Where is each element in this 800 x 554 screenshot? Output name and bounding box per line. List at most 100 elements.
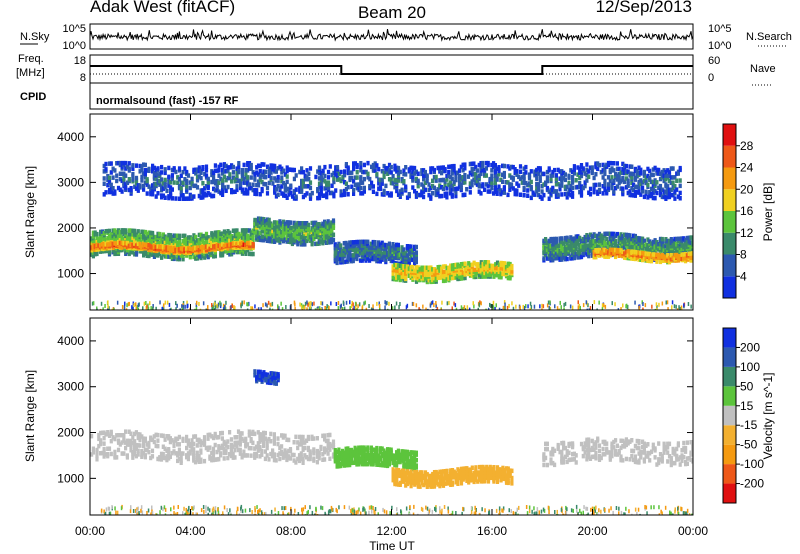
cell (172, 245, 176, 251)
cell (163, 177, 167, 183)
cell (470, 182, 474, 188)
cell (438, 264, 442, 270)
cell (175, 307, 177, 310)
cell (628, 189, 632, 194)
cell (246, 308, 249, 310)
cell (147, 306, 150, 310)
cell (125, 244, 130, 249)
cell (501, 163, 505, 169)
cell (443, 269, 447, 274)
cell (558, 248, 562, 254)
cell (205, 308, 207, 310)
cell (603, 254, 607, 259)
cell (239, 238, 243, 244)
cell (271, 167, 275, 172)
cell (389, 180, 393, 186)
cell (666, 168, 670, 173)
cell (181, 246, 185, 251)
cell (310, 190, 314, 196)
cell (414, 250, 418, 255)
cell (515, 188, 519, 193)
cell (242, 180, 246, 185)
cell (378, 242, 382, 247)
cell (306, 222, 311, 228)
cell (452, 275, 456, 280)
cell (515, 169, 519, 174)
cell (147, 166, 151, 172)
cell (203, 191, 207, 196)
cell (554, 236, 558, 242)
cell (170, 238, 174, 244)
cell (648, 251, 652, 257)
cell (163, 239, 167, 245)
cell (445, 195, 449, 200)
cell (161, 244, 165, 250)
cell (653, 252, 657, 257)
cell (642, 194, 646, 200)
cell (459, 175, 463, 180)
cell (107, 179, 112, 184)
cell (657, 252, 661, 258)
cell (508, 173, 512, 178)
cell (102, 181, 106, 186)
cell (348, 257, 352, 262)
cell (429, 185, 433, 191)
cell (628, 250, 632, 255)
cell (337, 241, 341, 247)
cell (395, 251, 399, 257)
cell (431, 183, 435, 189)
cell (409, 172, 413, 178)
cell (364, 239, 368, 245)
cell (690, 304, 692, 309)
cell (560, 192, 564, 197)
cell (96, 306, 98, 310)
cell (142, 229, 146, 235)
cell (438, 194, 442, 199)
cell (502, 190, 506, 195)
cell (492, 191, 496, 196)
cell (434, 178, 438, 183)
cell (470, 179, 474, 184)
cell (524, 164, 528, 170)
cell (133, 241, 137, 246)
cell (303, 173, 307, 178)
cell (587, 234, 591, 239)
cell (165, 188, 169, 194)
cell (547, 256, 551, 261)
cell (651, 239, 655, 245)
cell (228, 172, 232, 177)
cell (457, 184, 462, 189)
cell (323, 193, 327, 198)
cell (680, 236, 684, 241)
cell (658, 254, 663, 259)
cell (657, 185, 661, 190)
cell (199, 236, 203, 241)
cell (518, 192, 523, 197)
cell (255, 233, 259, 239)
cell (324, 240, 328, 245)
cell (319, 239, 323, 244)
cell (172, 233, 176, 238)
cell (667, 173, 672, 178)
cell (143, 180, 147, 185)
cell (351, 253, 355, 258)
cell (143, 235, 147, 240)
cell (224, 231, 228, 236)
cell (502, 185, 506, 190)
cell (235, 166, 239, 171)
cell (168, 302, 171, 307)
cell (203, 245, 207, 250)
cell (518, 176, 523, 182)
cell (375, 191, 379, 197)
cell (411, 257, 415, 263)
cell (135, 302, 137, 307)
cell (393, 244, 397, 249)
cell (488, 176, 492, 182)
cell (414, 169, 418, 175)
cell (495, 166, 499, 172)
cell (311, 302, 313, 307)
cell (448, 175, 453, 180)
cell (177, 239, 182, 244)
cell (91, 230, 95, 236)
cell (522, 171, 526, 177)
